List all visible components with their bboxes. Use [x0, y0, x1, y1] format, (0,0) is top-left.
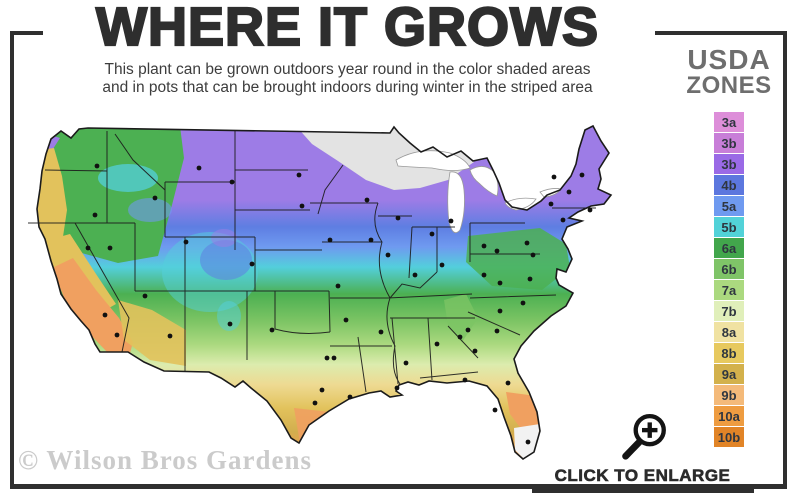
city-dot [85, 245, 91, 251]
city-dot [385, 252, 391, 258]
zone-chip-8a: 8a [714, 322, 744, 342]
us-outline [36, 124, 613, 460]
city-dot [481, 272, 487, 278]
city-dot [462, 377, 468, 383]
city-dot [327, 237, 333, 243]
zone-chip-8b: 8b [714, 343, 744, 363]
zone-chip-6b: 6b [714, 259, 744, 279]
frame-top-right [655, 31, 787, 35]
enlarge-label: CLICK TO ENLARGE [554, 466, 731, 486]
zone-chip-4b: 4b [714, 175, 744, 195]
city-dot [249, 261, 255, 267]
frame-top-left [10, 31, 43, 35]
city-dot [560, 217, 566, 223]
zone-chip-3b: 3b [714, 133, 744, 153]
city-dot [229, 179, 235, 185]
city-dot [335, 283, 341, 289]
city-dot [481, 243, 487, 249]
city-dot [429, 231, 435, 237]
city-dot [102, 312, 108, 318]
city-dot [107, 245, 113, 251]
city-dot [152, 195, 158, 201]
city-dot [331, 355, 337, 361]
frame-left [10, 31, 14, 489]
city-dot [505, 380, 511, 386]
zone-chip-9b: 9b [714, 385, 744, 405]
city-dot [520, 300, 526, 306]
city-dot [472, 348, 478, 354]
zone-chip-5b: 5b [714, 217, 744, 237]
subtitle-line-1: This plant can be grown outdoors year ro… [104, 61, 591, 78]
city-dot [114, 332, 120, 338]
click-to-enlarge-button[interactable]: CLICK TO ENLARGE [535, 405, 750, 489]
city-dot [524, 240, 530, 246]
great-lakes [395, 150, 562, 234]
watermark: © Wilson Bros Gardens [18, 445, 312, 475]
legend-title-zones: ZONES [686, 72, 772, 99]
city-dot [566, 189, 572, 195]
city-dot [548, 201, 554, 207]
city-dot [587, 207, 593, 213]
city-dot [167, 333, 173, 339]
city-dot [394, 385, 400, 391]
usda-zone-list: 3a 3b 3b 4b 5a 5b 6a 6b 7a 7b 8a 8b 9a 9b 10a 10b [714, 112, 746, 448]
city-dot [439, 262, 445, 268]
zone-chip-9a: 9a [714, 364, 744, 384]
city-dot [196, 165, 202, 171]
page-title: WHERE IT GROWS [95, 0, 599, 58]
city-dot [525, 439, 531, 445]
city-dot [312, 400, 318, 406]
city-dot [465, 327, 471, 333]
city-dot [527, 276, 533, 282]
city-dot [448, 218, 454, 224]
city-dot [364, 197, 370, 203]
city-dot [92, 212, 98, 218]
city-dot [494, 248, 500, 254]
city-dot [403, 360, 409, 366]
zone-chip-7a: 7a [714, 280, 744, 300]
city-dot [183, 239, 189, 245]
frame-right [783, 31, 787, 489]
city-dot [551, 174, 557, 180]
frame-bottom [10, 484, 787, 489]
zone-chip-3a: 3a [714, 112, 744, 132]
city-dot [324, 355, 330, 361]
city-dot [299, 203, 305, 209]
city-dots [85, 163, 593, 445]
city-dot [368, 237, 374, 243]
state-borders [28, 131, 596, 393]
city-dot [494, 328, 500, 334]
magnifier-plus-icon[interactable] [613, 405, 671, 463]
city-dot [227, 321, 233, 327]
city-dot [492, 407, 498, 413]
legend-title-usda: USDA [687, 44, 771, 75]
city-dot [579, 172, 585, 178]
city-dot [434, 341, 440, 347]
city-dot [530, 252, 536, 258]
city-dot [319, 387, 325, 393]
city-dot [347, 394, 353, 400]
subtitle-line-2: and in pots that can be brought indoors … [102, 79, 593, 96]
city-dot [142, 293, 148, 299]
zone-chip-3b: 3b [714, 154, 744, 174]
zone-chip-10a: 10a [714, 406, 744, 426]
zone-chip-6a: 6a [714, 238, 744, 258]
city-dot [296, 172, 302, 178]
city-dot [497, 308, 503, 314]
city-dot [412, 272, 418, 278]
city-dot [497, 280, 503, 286]
zone-chip-5a: 5a [714, 196, 744, 216]
zone-chip-10b: 10b [714, 427, 744, 447]
city-dot [343, 317, 349, 323]
city-dot [269, 327, 275, 333]
enlarge-underline [532, 487, 754, 493]
city-dot [94, 163, 100, 169]
city-dot [457, 334, 463, 340]
city-dot [395, 215, 401, 221]
city-dot [378, 329, 384, 335]
zone-chip-7b: 7b [714, 301, 744, 321]
